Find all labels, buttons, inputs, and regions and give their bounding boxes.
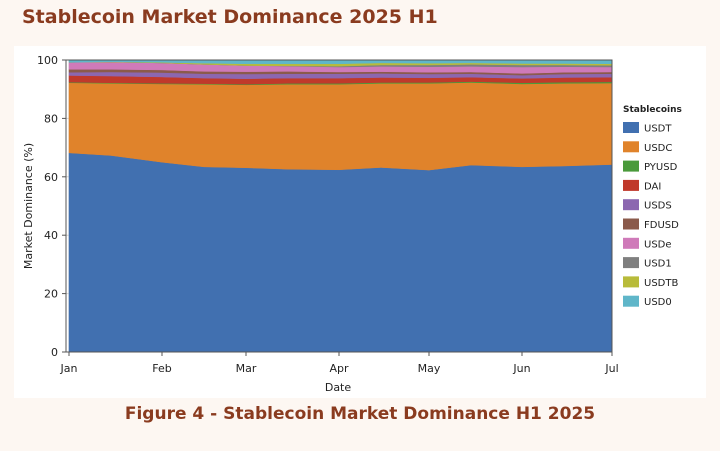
legend-swatch-usd1: [623, 257, 639, 269]
legend-label-usdt: USDT: [644, 124, 672, 135]
x-tick-label-feb: Feb: [152, 362, 171, 375]
y-tick-label: 100: [37, 54, 58, 67]
y-tick-label: 0: [51, 346, 58, 359]
y-axis-label: Market Dominance (%): [22, 143, 35, 269]
legend-label-usd1: USD1: [644, 259, 672, 270]
axes: 0 20 40 60 80 100 Jan Feb Mar Apr May Jun Jul: [37, 54, 619, 375]
x-axis-label: Date: [325, 381, 352, 394]
legend-swatch-usdtb: [623, 276, 639, 288]
area-series: [68, 59, 613, 353]
x-tick-label-jan: Jan: [60, 362, 78, 375]
legend-label-fdusd: FDUSD: [644, 220, 679, 231]
legend-swatch-dai: [623, 179, 639, 191]
legend-swatch-pyusd: [623, 160, 639, 172]
figure-caption: Figure 4 - Stablecoin Market Dominance H…: [124, 404, 596, 424]
x-tick-label-may: May: [418, 362, 441, 375]
x-tick-label-apr: Apr: [329, 362, 349, 375]
legend-swatch-usdt: [623, 122, 639, 133]
legend: Stablecoins USDT USDC PYUSD DAI USDS FDUSD USD…: [623, 105, 682, 308]
legend-swatch-usds: [623, 199, 639, 211]
y-tick-label: 80: [44, 112, 58, 125]
x-tick-label-mar: Mar: [236, 362, 257, 375]
legend-swatch-usdc: [623, 141, 639, 153]
legend-label-usdc: USDC: [644, 143, 672, 154]
legend-label-usde: USDe: [644, 239, 672, 250]
area-usdt: [68, 152, 613, 353]
legend-label-usd0: USD0: [644, 297, 672, 308]
y-tick-label: 60: [44, 171, 58, 184]
x-tick-label-jul: Jul: [604, 362, 618, 375]
legend-swatch-usd0: [623, 295, 639, 307]
x-tick-label-jun: Jun: [512, 362, 530, 375]
area-usdc: [68, 82, 613, 171]
legend-swatch-fdusd: [623, 218, 639, 230]
page-title: Stablecoin Market Dominance 2025 H1: [22, 6, 438, 28]
legend-label-usdtb: USDTB: [644, 278, 678, 289]
stacked-area-chart: 0 20 40 60 80 100 Jan Feb Mar Apr May Jun Jul Date M…: [22, 54, 682, 394]
legend-label-usds: USDS: [644, 201, 672, 212]
legend-title: Stablecoins: [623, 105, 682, 115]
legend-swatch-usde: [623, 237, 639, 249]
legend-label-pyusd: PYUSD: [644, 162, 678, 173]
y-tick-label: 40: [44, 229, 58, 242]
chart-card: 0 20 40 60 80 100 Jan Feb Mar Apr May Jun Jul Date M…: [14, 46, 706, 398]
y-tick-label: 20: [44, 288, 58, 301]
legend-label-dai: DAI: [644, 181, 661, 192]
